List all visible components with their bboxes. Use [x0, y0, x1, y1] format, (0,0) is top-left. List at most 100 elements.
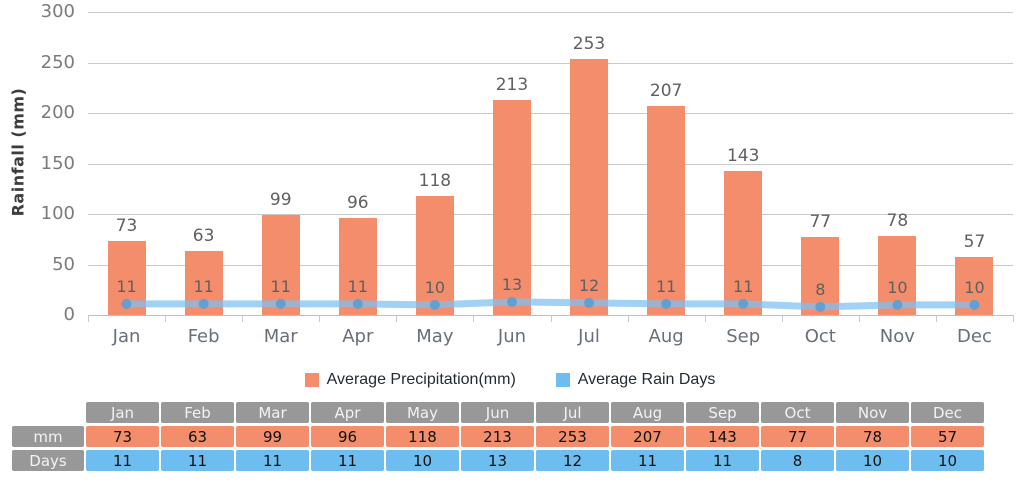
bar-value-label-apr: 96 — [346, 193, 369, 214]
rain-days-label-dec: 10 — [964, 277, 985, 297]
table-cell-mm-oct: 77 — [761, 426, 834, 447]
table-cell-mm-feb: 63 — [161, 426, 234, 447]
x-axis-tick — [781, 315, 783, 322]
table-cell-mm-nov: 78 — [836, 426, 909, 447]
table-cell-days-jun: 13 — [461, 450, 534, 471]
xtick-label-feb: Feb — [187, 326, 220, 347]
table-col-may: May — [386, 402, 459, 423]
bar-sep — [724, 170, 763, 315]
rain-days-label-aug: 11 — [655, 276, 677, 296]
table-col-jun: Jun — [461, 402, 534, 423]
x-axis-tick — [396, 315, 398, 322]
legend-label-rain-days: Average Rain Days — [577, 371, 716, 388]
legend-item-precipitation: Average Precipitation(mm) — [304, 371, 516, 389]
x-axis-tick — [88, 315, 89, 322]
bar-apr — [338, 218, 377, 315]
bar-value-label-may: 118 — [418, 170, 452, 191]
rain-days-label-oct: 8 — [815, 279, 826, 299]
x-axis-tick — [242, 315, 244, 322]
x-axis-tick — [627, 315, 629, 322]
bar-value-label-aug: 207 — [649, 80, 683, 101]
bar-value-label-jun: 213 — [495, 74, 529, 95]
rain-days-label-jan: 11 — [116, 276, 137, 296]
x-axis-tick — [935, 315, 937, 322]
table-cell-mm-dec: 57 — [911, 426, 984, 447]
xtick-label-oct: Oct — [804, 326, 836, 347]
rain-days-label-apr: 11 — [347, 276, 368, 296]
table-col-jan: Jan — [86, 402, 159, 423]
table-col-nov: Nov — [836, 402, 909, 423]
rain-days-label-nov: 10 — [887, 277, 908, 297]
table-col-oct: Oct — [761, 402, 834, 423]
gridline-100 — [88, 214, 1013, 215]
table-col-jul: Jul — [536, 402, 609, 423]
ytick-label-50: 50 — [52, 253, 75, 275]
xtick-label-nov: Nov — [879, 326, 915, 347]
bar-value-label-feb: 63 — [192, 226, 215, 247]
rain-days-label-jul: 12 — [578, 275, 600, 295]
gridline-300 — [88, 12, 1013, 13]
table-cell-mm-jul: 253 — [536, 426, 609, 447]
bar-value-label-jul: 253 — [572, 34, 606, 55]
xtick-label-jun: Jun — [497, 326, 527, 347]
table-cell-days-feb: 11 — [161, 450, 234, 471]
x-axis-tick — [165, 315, 167, 322]
gridline-50 — [88, 264, 1013, 266]
bar-may — [415, 195, 454, 315]
bar-value-label-sep: 143 — [726, 145, 760, 166]
table-cell-days-sep: 11 — [686, 450, 759, 471]
rain-days-label-sep: 11 — [733, 276, 754, 296]
bar-mar — [261, 215, 300, 315]
bar-value-label-nov: 78 — [886, 211, 909, 232]
bar-value-label-mar: 99 — [269, 190, 292, 210]
ytick-label-0: 0 — [63, 304, 75, 325]
table-cell-days-aug: 11 — [611, 450, 684, 471]
bar-value-label-oct: 77 — [809, 212, 832, 233]
ytick-label-100: 100 — [40, 203, 75, 224]
xtick-label-may: May — [416, 326, 454, 347]
bar-value-label-jan: 73 — [115, 216, 138, 237]
table-cell-days-mar: 11 — [236, 450, 309, 471]
x-axis-tick — [550, 315, 552, 322]
table-cell-mm-may: 118 — [386, 426, 459, 447]
x-axis-tick — [858, 315, 860, 322]
table-cell-days-oct: 8 — [761, 450, 834, 471]
rain-days-line-path — [123, 298, 978, 311]
xtick-label-apr: Apr — [342, 326, 374, 347]
table-cell-days-nov: 10 — [836, 450, 909, 471]
rain-days-swatch-icon — [555, 373, 570, 387]
ytick-label-250: 250 — [40, 51, 75, 73]
ytick-label-200: 200 — [40, 102, 75, 123]
bar-aug — [647, 105, 686, 315]
x-axis-tick — [704, 315, 706, 322]
table-col-aug: Aug — [611, 402, 684, 423]
table-col-sep: Sep — [686, 402, 759, 423]
table-col-apr: Apr — [311, 402, 384, 423]
bar-nov — [878, 236, 917, 315]
table-corner-cell — [12, 402, 84, 423]
gridline-150 — [88, 163, 1013, 165]
plot-area: 300 250 200 150 100 50 0 73 Jan 63 Feb 99 Mar 96 Apr 11… — [40, 2, 1014, 347]
table-row-label-days: Days — [12, 450, 84, 471]
table-col-dec: Dec — [911, 402, 984, 423]
table-cell-mm-mar: 99 — [236, 426, 309, 447]
legend-item-rain-days: Average Rain Days — [555, 371, 716, 389]
weather-data-table: Jan Feb Mar Apr May Jun Jul Aug Sep Oct Nov Dec mm 73… — [10, 399, 986, 474]
table-row-label-mm: mm — [12, 426, 84, 447]
xtick-label-aug: Aug — [648, 326, 684, 347]
table-cell-mm-jan: 73 — [86, 426, 159, 447]
bar-jul — [570, 59, 609, 315]
x-axis-tick — [319, 315, 321, 322]
xtick-label-dec: Dec — [957, 326, 992, 347]
xtick-label-mar: Mar — [263, 326, 298, 347]
xtick-label-jul: Jul — [578, 326, 600, 347]
table-cell-days-may: 10 — [386, 450, 459, 471]
table-cell-mm-apr: 96 — [311, 426, 384, 447]
gridline-250 — [88, 62, 1013, 64]
table-row-mm: mm 73 63 99 96 118 213 253 207 143 77 78 57 — [12, 426, 984, 447]
precipitation-swatch-icon — [304, 373, 319, 387]
table-cell-days-dec: 10 — [911, 450, 984, 471]
table-cell-mm-sep: 143 — [686, 426, 759, 447]
table-col-feb: Feb — [161, 402, 234, 423]
